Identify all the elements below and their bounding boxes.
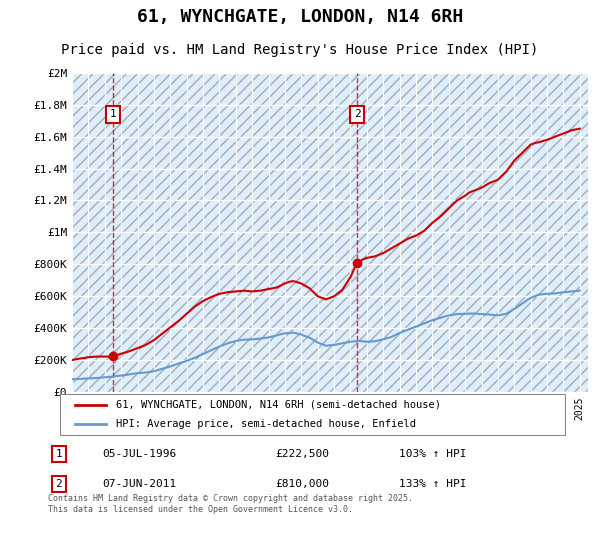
Text: 05-JUL-1996: 05-JUL-1996	[102, 449, 176, 459]
Text: 61, WYNCHGATE, LONDON, N14 6RH: 61, WYNCHGATE, LONDON, N14 6RH	[137, 8, 463, 26]
Text: 1: 1	[110, 109, 116, 119]
Text: 61, WYNCHGATE, LONDON, N14 6RH (semi-detached house): 61, WYNCHGATE, LONDON, N14 6RH (semi-det…	[116, 399, 441, 409]
FancyBboxPatch shape	[60, 394, 565, 435]
Text: 2: 2	[55, 479, 62, 489]
Text: 103% ↑ HPI: 103% ↑ HPI	[399, 449, 467, 459]
Text: 133% ↑ HPI: 133% ↑ HPI	[399, 479, 467, 489]
Text: Price paid vs. HM Land Registry's House Price Index (HPI): Price paid vs. HM Land Registry's House …	[61, 44, 539, 58]
Text: 1: 1	[55, 449, 62, 459]
Text: 2: 2	[353, 109, 361, 119]
Text: £810,000: £810,000	[275, 479, 329, 489]
Text: Contains HM Land Registry data © Crown copyright and database right 2025.
This d: Contains HM Land Registry data © Crown c…	[48, 494, 413, 514]
Text: 07-JUN-2011: 07-JUN-2011	[102, 479, 176, 489]
Text: HPI: Average price, semi-detached house, Enfield: HPI: Average price, semi-detached house,…	[116, 419, 416, 430]
Text: £222,500: £222,500	[275, 449, 329, 459]
